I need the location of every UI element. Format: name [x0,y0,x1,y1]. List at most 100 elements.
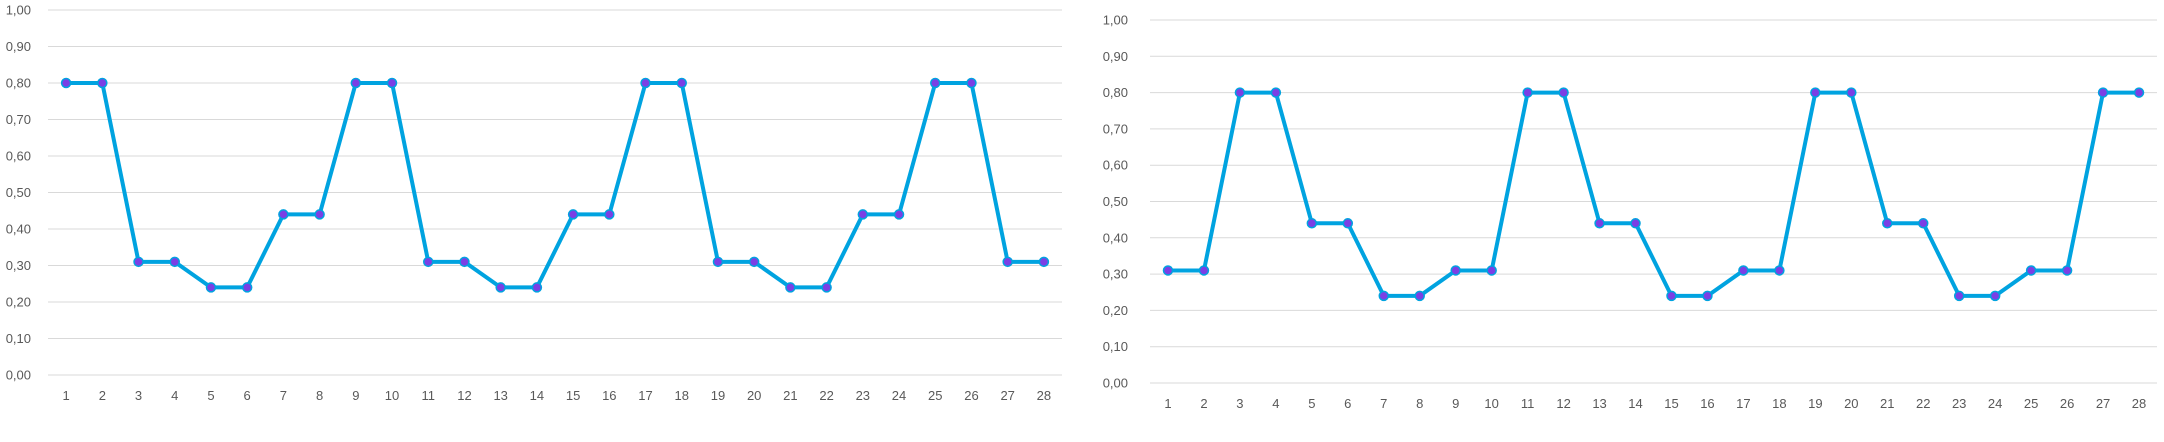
data-point [1702,290,1713,302]
y-tick-label: 0,10 [6,331,31,346]
chart-1: 0,00 0,10 0,20 0,30 0,40 0,50 0,60 0,70 0,80 0,90… [6,3,1062,403]
y-tick-label: 0,50 [1103,194,1128,209]
x-tick-label: 6 [244,388,251,403]
x-tick-label: 17 [638,388,652,403]
x-tick-label: 15 [1664,396,1678,411]
x-tick-label: 25 [928,388,942,403]
x-tick-label: 7 [1380,396,1387,411]
data-point [604,209,615,220]
data-point [1234,87,1246,98]
x-tick-label: 23 [1952,396,1966,411]
x-tick-label: 5 [1308,396,1315,411]
data-point [2133,87,2145,98]
chart-2: 0,00 0,10 0,20 0,30 0,40 0,50 0,60 0,70 0,80 0,90… [1103,13,2157,411]
x-tick-label: 4 [171,388,178,403]
data-point [1989,290,2001,302]
x-tick-label: 1 [62,388,69,403]
y-tick-label: 0,60 [6,149,31,164]
y-tick-label: 1,00 [1103,13,1128,28]
x-tick-label: 15 [566,388,580,403]
x-tick-label: 21 [1880,396,1894,411]
series-line [1165,90,2142,298]
data-point [241,282,253,293]
x-tick-label: 8 [316,388,323,403]
data-point [423,256,434,268]
x-tick-label: 18 [1772,396,1786,411]
data-point [2097,87,2109,98]
data-point [459,256,470,268]
x-tick-label: 23 [856,388,870,403]
data-point [1002,256,1013,268]
data-point [2025,265,2037,276]
data-point [1917,218,1929,229]
y-tick-label: 0,50 [6,185,31,200]
data-point [1882,218,1893,229]
x-tick-label: 10 [1484,396,1498,411]
x-tick-label: 25 [2024,396,2038,411]
x-tick-label: 1 [1164,396,1171,411]
x-tick-label: 24 [892,388,906,403]
x-tick-label: 22 [1916,396,1930,411]
x-tick-label: 9 [352,388,359,403]
data-point [966,77,977,89]
data-point [386,77,398,89]
x-tick-label: 2 [99,388,106,403]
y-tick-label: 0,90 [6,39,31,54]
data-point [640,77,651,89]
data-point [1378,290,1390,302]
x-tick-label: 20 [1844,396,1858,411]
x-tick-label: 21 [783,388,797,403]
data-point [495,282,506,293]
y-tick-label: 0,80 [1103,85,1128,100]
data-point [1666,290,1677,302]
data-point [1198,265,1210,276]
x-tick-label: 12 [457,388,471,403]
data-point [1953,290,1965,302]
data-point [1486,265,1497,276]
x-tick-label: 7 [280,388,287,403]
data-point [1342,218,1354,229]
y-tick-label: 0,20 [6,295,31,310]
y-tick-label: 0,70 [6,112,31,127]
y-tick-label: 0,30 [6,258,31,273]
x-tick-label: 28 [1037,388,1051,403]
x-tick-label: 8 [1416,396,1423,411]
y-tick-label: 0,40 [1103,230,1128,245]
x-tick-label: 11 [422,388,436,403]
y-tick-label: 0,60 [1103,158,1128,173]
y-tick-label: 0,80 [6,76,31,91]
data-point [712,256,724,268]
data-point [676,77,687,89]
x-tick-label: 13 [1592,396,1606,411]
data-point [1558,87,1569,98]
x-tick-label: 24 [1988,396,2002,411]
data-point [1414,290,1425,302]
y-tick-label: 0,10 [1103,339,1128,354]
x-tick-label: 6 [1344,396,1351,411]
data-point [893,209,905,220]
data-point [1038,256,1050,268]
x-tick-label: 3 [135,388,142,403]
x-tick-label: 18 [675,388,689,403]
x-tick-label: 20 [747,388,761,403]
data-point [1522,87,1533,98]
data-point [2061,265,2073,276]
x-tick-label: 27 [2096,396,2110,411]
data-point [1594,218,1605,229]
x-tick-label: 22 [819,388,833,403]
x-tick-label: 3 [1236,396,1243,411]
x-tick-label: 2 [1200,396,1207,411]
x-tick-label: 14 [1628,396,1642,411]
x-tick-label: 19 [711,388,725,403]
data-point [350,77,362,89]
x-tick-label: 27 [1000,388,1014,403]
data-point [1270,87,1282,98]
y-tick-label: 0,90 [1103,49,1128,64]
data-point [567,209,579,220]
data-point [1306,218,1318,229]
x-tick-label: 16 [602,388,616,403]
data-point [169,256,180,268]
x-tick-label: 16 [1700,396,1714,411]
y-tick-label: 0,20 [1103,303,1128,318]
